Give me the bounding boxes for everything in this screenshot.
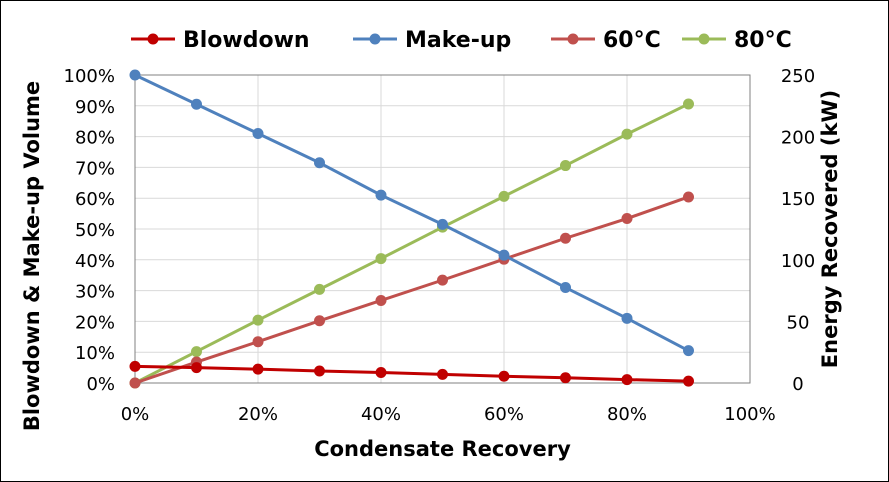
x-tick-label: 100% [724,404,775,425]
x-tick-label: 60% [484,404,524,425]
y-left-tick-label: 60% [75,189,115,210]
series-line [134,364,689,383]
data-point [375,253,387,265]
data-point [683,191,694,203]
data-point [560,232,571,244]
data-point [252,314,264,326]
series-make-up [129,69,694,357]
data-point [375,367,387,379]
y-left-tick-label: 10% [75,343,115,364]
data-point [621,374,633,386]
legend-entry: 80°C [682,28,792,53]
data-point [375,294,387,306]
series-blowdown [129,360,694,387]
legend-marker [698,33,710,45]
series-60-c [129,191,694,389]
data-point [437,274,448,286]
legend-label: Blowdown [183,28,310,53]
y-left-tick-label: 90% [75,97,115,118]
series-line [134,102,690,385]
x-tick-label: 40% [361,404,401,425]
y-left-tick-label: 50% [75,220,115,241]
y-right-tick-label: 50 [787,312,810,333]
series-layer [129,69,694,389]
data-point [621,128,633,140]
data-point [498,370,510,382]
x-tick-label: 20% [238,404,278,425]
data-point [191,362,202,374]
legend-label: 60°C [603,28,661,53]
plot-area-border [134,74,751,384]
data-point [252,336,264,348]
y-right-tick-label: 250 [781,66,815,87]
data-point [314,315,325,327]
data-point [498,249,510,261]
data-point [621,312,633,324]
x-tick-label: 0% [121,404,150,425]
legend: Blowdown Make-up 60°C 80°C [131,28,792,53]
data-point [314,157,325,169]
series-80-c [129,98,694,389]
y-axis-right-title: Energy Recovered (kW) [818,90,842,368]
legend-marker [567,33,579,45]
y-left-tick-label: 70% [75,158,115,179]
data-point [498,190,510,202]
y-right-tick-label: 200 [781,128,815,149]
data-point [560,282,571,294]
data-point [314,365,325,377]
data-point [683,345,694,357]
y-left-tick-label: 20% [75,312,115,333]
data-point [560,372,571,384]
data-point [621,213,633,225]
y-left-tick-label: 30% [75,282,115,303]
data-point [129,69,141,81]
y-right-tick-label: 100 [781,251,815,272]
data-point [191,98,202,110]
y-left-tick-label: 100% [64,66,115,87]
data-point [252,128,264,140]
data-point [683,98,694,110]
series-line [134,195,689,385]
tick-labels: 0% 20% 40% 60% 80% 100% 0% 10% 20% 30% 40% 50% 60% 70… [64,66,816,425]
data-point [129,360,141,372]
x-tick-label: 80% [607,404,647,425]
data-point [437,368,448,380]
legend-entry: Blowdown [131,28,310,53]
legend-label: Make-up [405,28,511,53]
series-line [134,73,690,352]
y-right-tick-label: 150 [781,189,815,210]
data-point [683,375,694,387]
x-axis-title: Condensate Recovery [314,437,571,461]
legend-marker [147,33,159,45]
data-point [437,218,448,230]
y-right-tick-label: 0 [792,374,803,395]
data-point [560,160,571,172]
data-point [314,283,325,295]
data-point [191,346,202,358]
data-point [252,363,264,375]
y-left-tick-label: 40% [75,251,115,272]
legend-marker [369,33,381,45]
legend-label: 80°C [734,28,792,53]
y-axis-left-title: Blowdown & Make-up Volume [20,81,44,431]
data-point [375,189,387,201]
y-left-tick-label: 80% [75,128,115,149]
legend-entry: Make-up [353,28,511,53]
legend-entry: 60°C [551,28,661,53]
y-left-tick-label: 0% [86,374,115,395]
data-point [129,377,141,389]
